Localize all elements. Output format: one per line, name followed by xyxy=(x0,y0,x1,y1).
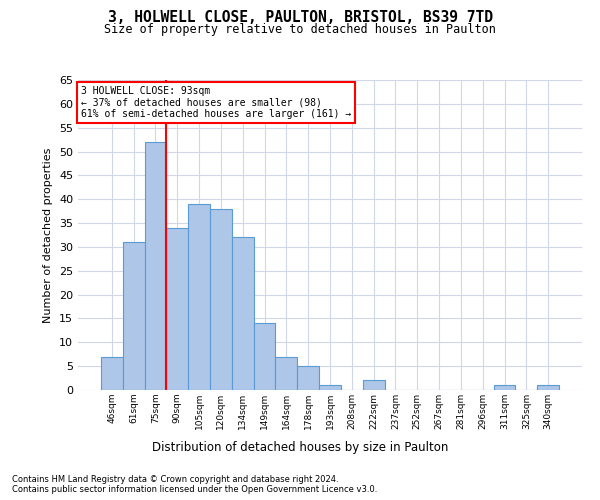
Bar xyxy=(537,385,559,390)
Bar xyxy=(319,385,341,390)
Text: 3 HOLWELL CLOSE: 93sqm
← 37% of detached houses are smaller (98)
61% of semi-det: 3 HOLWELL CLOSE: 93sqm ← 37% of detached… xyxy=(80,86,351,120)
Bar xyxy=(123,242,145,390)
Bar xyxy=(232,238,254,390)
Text: Contains HM Land Registry data © Crown copyright and database right 2024.: Contains HM Land Registry data © Crown c… xyxy=(12,474,338,484)
Y-axis label: Number of detached properties: Number of detached properties xyxy=(43,148,53,322)
Bar xyxy=(275,356,297,390)
Bar xyxy=(254,323,275,390)
Bar xyxy=(145,142,166,390)
Text: Contains public sector information licensed under the Open Government Licence v3: Contains public sector information licen… xyxy=(12,484,377,494)
Text: Distribution of detached houses by size in Paulton: Distribution of detached houses by size … xyxy=(152,441,448,454)
Bar xyxy=(494,385,515,390)
Bar xyxy=(101,356,123,390)
Text: Size of property relative to detached houses in Paulton: Size of property relative to detached ho… xyxy=(104,22,496,36)
Bar xyxy=(210,209,232,390)
Bar xyxy=(166,228,188,390)
Bar xyxy=(297,366,319,390)
Text: 3, HOLWELL CLOSE, PAULTON, BRISTOL, BS39 7TD: 3, HOLWELL CLOSE, PAULTON, BRISTOL, BS39… xyxy=(107,10,493,25)
Bar xyxy=(363,380,385,390)
Bar xyxy=(188,204,210,390)
